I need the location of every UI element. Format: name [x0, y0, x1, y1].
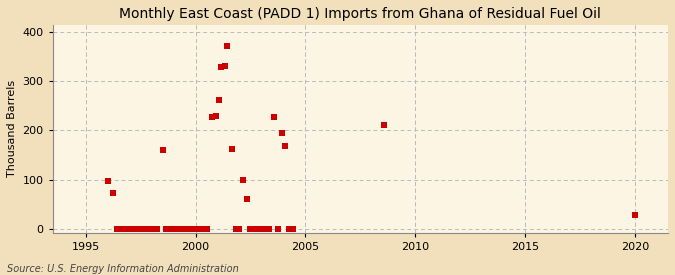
- Point: [214, 97, 225, 102]
- Point: [194, 226, 205, 231]
- Point: [245, 226, 256, 231]
- Point: [630, 213, 641, 217]
- Point: [108, 191, 119, 195]
- Point: [252, 226, 263, 231]
- Point: [221, 44, 232, 48]
- Point: [152, 226, 163, 231]
- Point: [211, 114, 221, 118]
- Point: [186, 226, 197, 231]
- Point: [279, 144, 290, 148]
- Y-axis label: Thousand Barrels: Thousand Barrels: [7, 80, 17, 177]
- Point: [256, 226, 267, 231]
- Point: [176, 226, 186, 231]
- Point: [148, 226, 159, 231]
- Point: [219, 64, 230, 68]
- Point: [111, 226, 122, 231]
- Point: [288, 226, 298, 231]
- Point: [119, 226, 130, 231]
- Point: [130, 226, 140, 231]
- Point: [115, 226, 126, 231]
- Point: [161, 226, 171, 231]
- Point: [102, 179, 113, 183]
- Point: [227, 147, 238, 151]
- Point: [238, 177, 248, 182]
- Point: [140, 226, 151, 231]
- Point: [207, 114, 217, 119]
- Point: [276, 131, 287, 135]
- Point: [269, 114, 279, 119]
- Point: [234, 226, 245, 231]
- Point: [379, 123, 389, 127]
- Point: [273, 226, 284, 231]
- Point: [168, 226, 179, 231]
- Point: [144, 226, 155, 231]
- Point: [183, 226, 194, 231]
- Point: [137, 226, 148, 231]
- Title: Monthly East Coast (PADD 1) Imports from Ghana of Residual Fuel Oil: Monthly East Coast (PADD 1) Imports from…: [119, 7, 601, 21]
- Point: [263, 226, 274, 231]
- Point: [126, 226, 137, 231]
- Point: [165, 226, 176, 231]
- Point: [179, 226, 190, 231]
- Point: [260, 226, 271, 231]
- Point: [122, 226, 133, 231]
- Point: [216, 65, 227, 69]
- Point: [249, 226, 260, 231]
- Text: Source: U.S. Energy Information Administration: Source: U.S. Energy Information Administ…: [7, 264, 238, 274]
- Point: [242, 197, 252, 201]
- Point: [232, 226, 243, 231]
- Point: [172, 226, 183, 231]
- Point: [230, 226, 241, 231]
- Point: [201, 226, 212, 231]
- Point: [284, 226, 294, 231]
- Point: [197, 226, 208, 231]
- Point: [134, 226, 144, 231]
- Point: [157, 148, 168, 152]
- Point: [190, 226, 201, 231]
